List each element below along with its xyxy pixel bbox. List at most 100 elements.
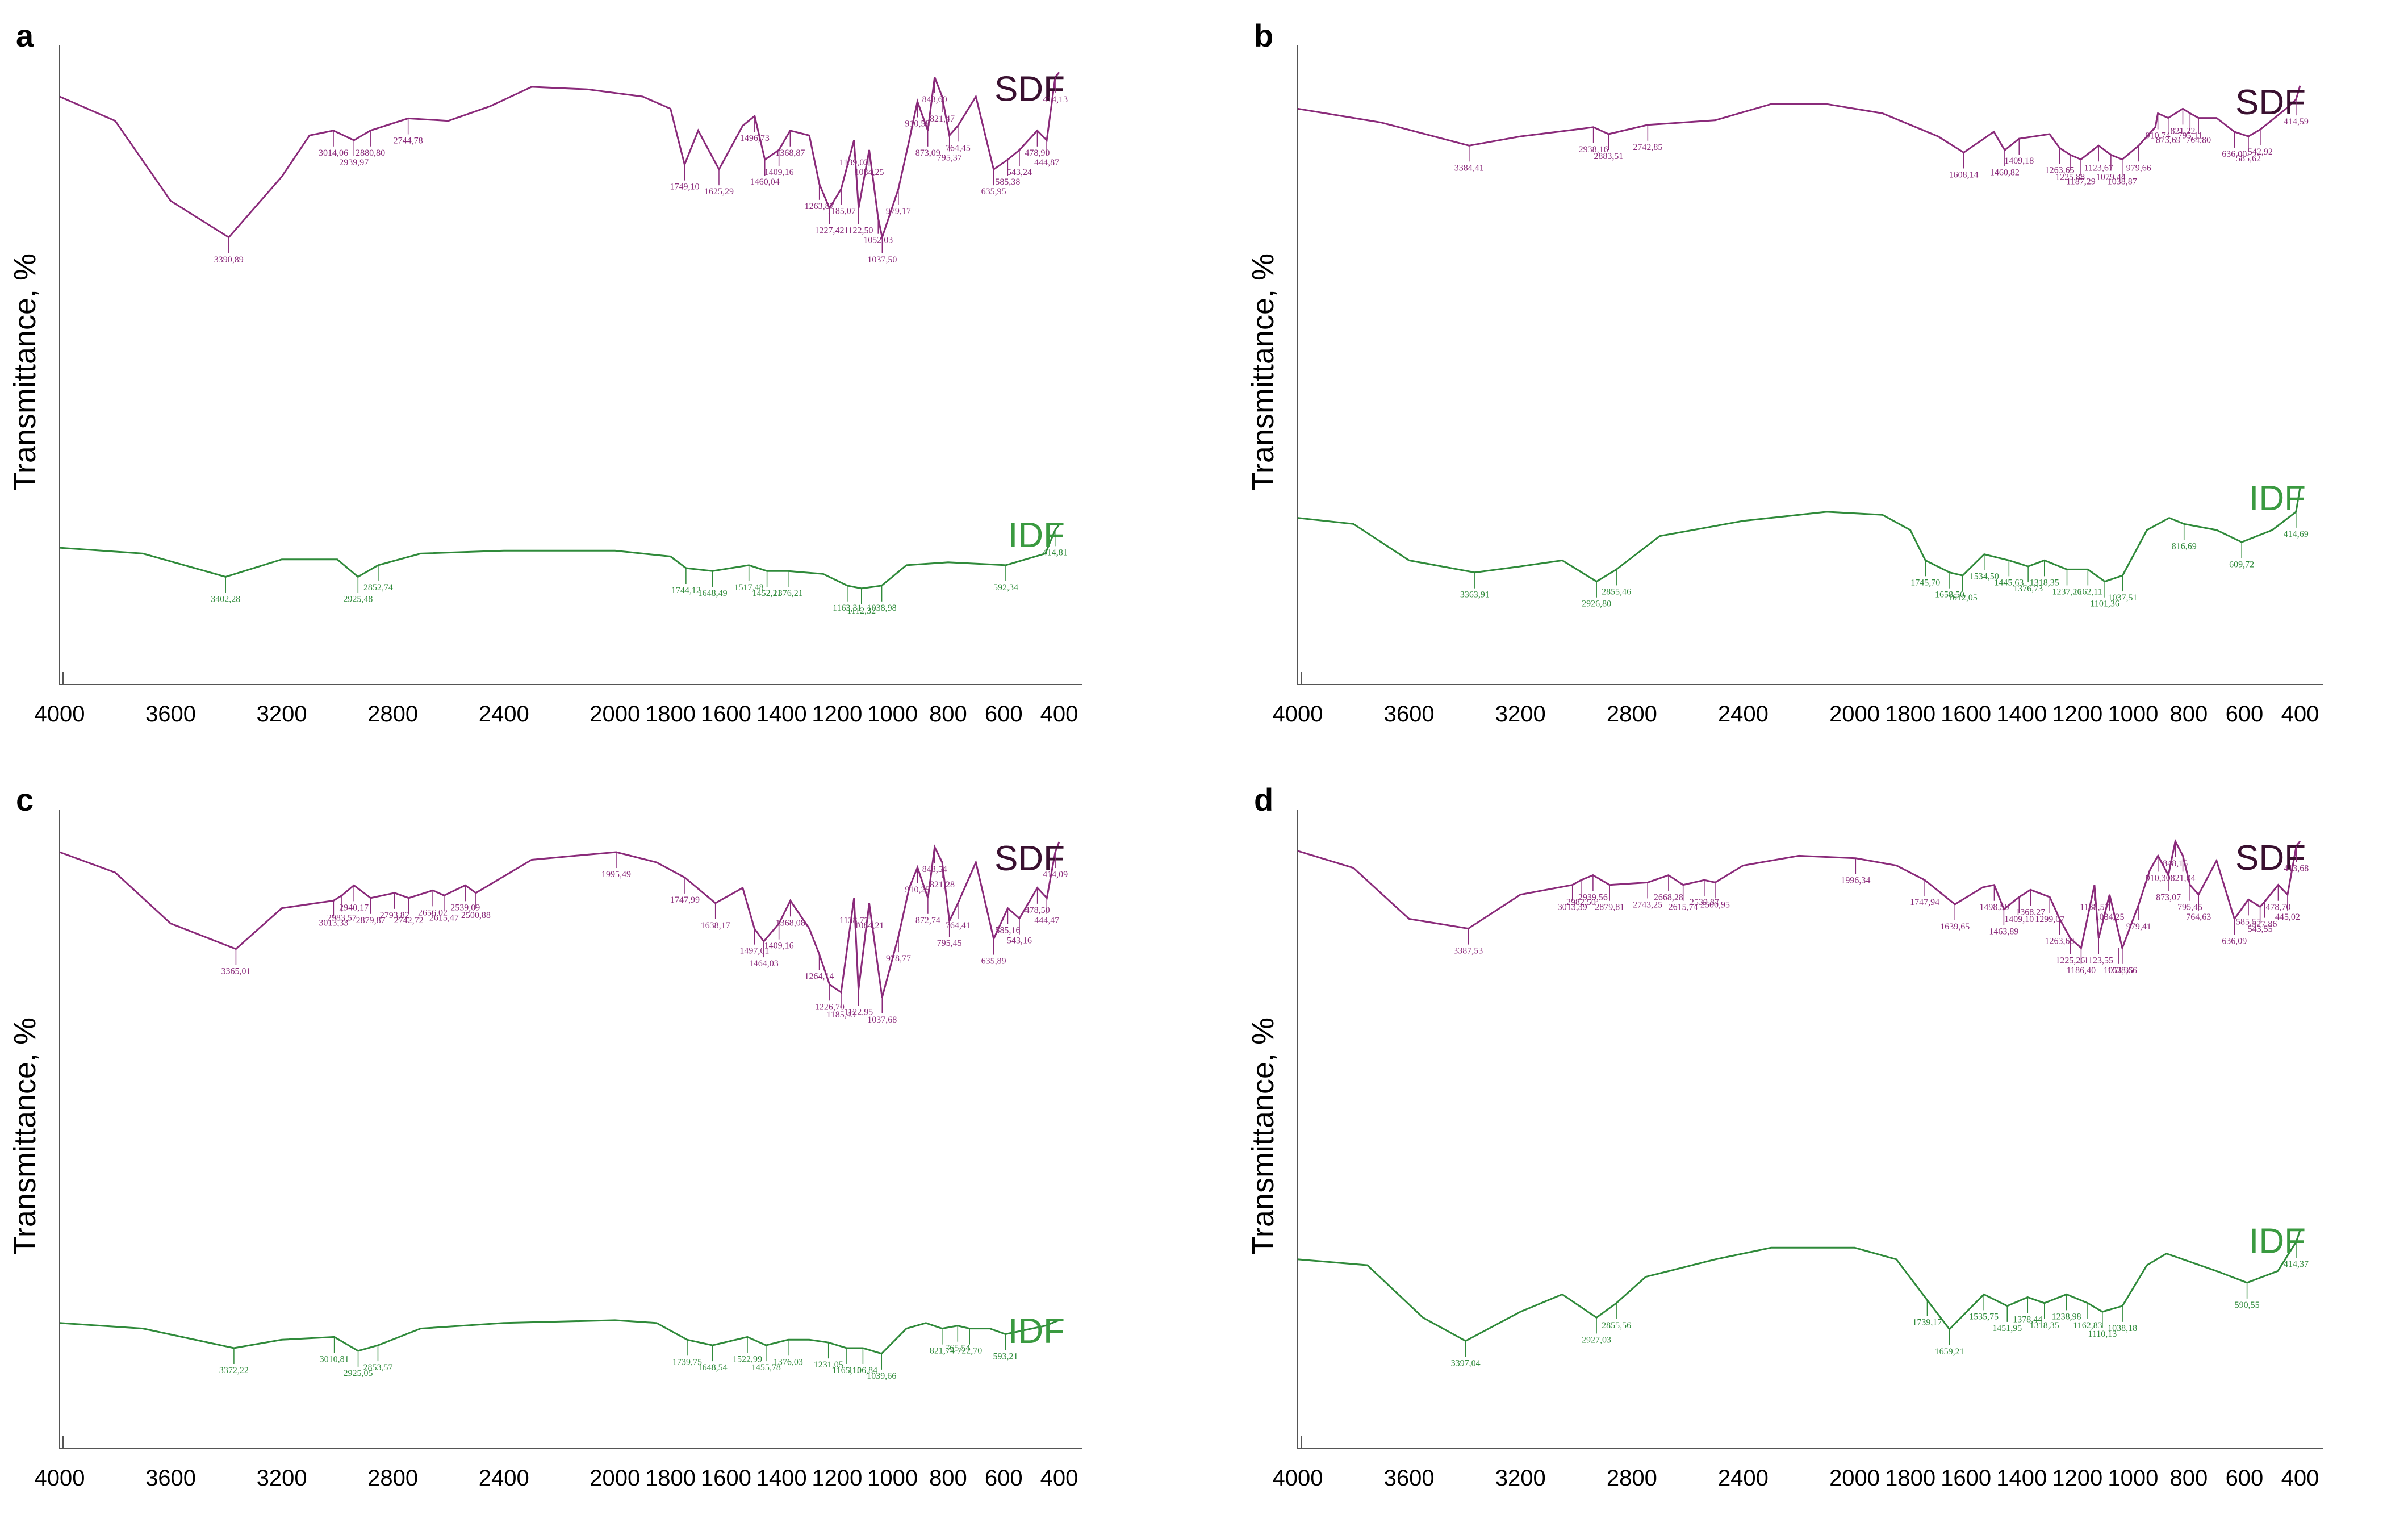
- peak-label: 1263,68: [2045, 937, 2075, 946]
- peak-label: 1378,44: [2013, 1315, 2042, 1325]
- x-tick-label: 1800: [645, 702, 696, 727]
- peak-label: 1534,50: [1970, 572, 1999, 582]
- peak-label: 2926,80: [1582, 599, 1611, 609]
- series-label-idf: IDF: [2249, 1222, 2306, 1261]
- peak-label: 821,47: [930, 114, 955, 124]
- series-line-sdf: [1297, 85, 2301, 161]
- peak-label: 1163,31: [833, 603, 862, 613]
- peak-label: 414,37: [2284, 1259, 2309, 1269]
- x-tick-label: 3600: [145, 1466, 196, 1491]
- peak-label: 636,00: [2222, 149, 2247, 159]
- x-tick-label: 2000: [590, 702, 640, 727]
- series-label-idf: IDF: [2249, 479, 2306, 518]
- peak-label: 1186,40: [2067, 966, 2096, 975]
- x-tick-label: 2800: [367, 1466, 418, 1491]
- peak-label: 2883,51: [1594, 152, 1623, 161]
- peak-label: 2500,95: [1700, 900, 1730, 910]
- peak-label: 1162,11: [2073, 587, 2102, 596]
- peak-label: 1264,14: [805, 972, 834, 982]
- peak-label: 585,62: [2236, 154, 2261, 164]
- x-tick-label: 1800: [645, 1466, 696, 1491]
- x-tick-label: 1800: [1885, 1466, 1935, 1491]
- peak-label: 2880,80: [356, 148, 385, 158]
- peak-label: 1496,73: [740, 134, 770, 143]
- peak-label: 585,38: [995, 177, 1020, 187]
- peak-label: 2743,25: [1633, 900, 1662, 910]
- peak-label: 979,66: [2126, 163, 2151, 173]
- peak-label: 444,87: [1034, 158, 1059, 168]
- peak-label: 1376,73: [2013, 584, 2043, 594]
- peak-label: 1452,21: [752, 589, 782, 598]
- peak-label: 1123,55: [2084, 956, 2113, 966]
- peak-label: 1052,03: [863, 236, 893, 245]
- peak-label: 2742,85: [1633, 143, 1662, 152]
- series-line-idf: [59, 1319, 1060, 1355]
- peak-label: 1225,88: [2055, 173, 2085, 182]
- peak-label: 1038,18: [2108, 1324, 2137, 1333]
- peak-label: 872,74: [915, 916, 940, 925]
- peak-label: 1659,21: [1935, 1347, 1964, 1357]
- peak-label: 1165,15: [832, 1366, 861, 1375]
- x-tick-label: 1000: [867, 1466, 918, 1491]
- peak-label: 910,30: [2146, 873, 2171, 883]
- series-label-idf: IDF: [1008, 1312, 1065, 1351]
- peak-label: 444,47: [1034, 916, 1059, 925]
- x-tick-label: 600: [2226, 1466, 2264, 1491]
- series-line-sdf: [1297, 838, 2301, 951]
- x-tick-label: 1000: [2108, 702, 2158, 727]
- x-tick-label: 2800: [1607, 702, 1657, 727]
- peak-label: 1995,49: [601, 870, 631, 879]
- peak-label: 2939,97: [339, 158, 369, 168]
- peak-label: 1052,35: [2104, 966, 2133, 975]
- peak-label: 795,45: [2177, 903, 2202, 912]
- peak-label: 873,07: [2156, 893, 2181, 903]
- peak-label: 1517,48: [734, 583, 764, 593]
- peak-label: 3014,06: [319, 148, 348, 158]
- panel-c: c Transmittance, % 4000 3600 3200 2800 2400 200…: [8, 782, 1082, 1491]
- series-line-sdf: [59, 841, 1060, 998]
- peak-label: 2855,46: [1602, 587, 1631, 596]
- peak-label: 2940,17: [339, 903, 369, 912]
- x-tick-label: 800: [2170, 702, 2208, 727]
- y-axis-label: Transmittance, %: [1246, 253, 1280, 491]
- x-tick-label: 1400: [1996, 1466, 2047, 1491]
- peak-label: 1409,18: [2004, 156, 2034, 166]
- peak-label: 2982,50: [1566, 898, 1596, 907]
- peak-label: 910,58: [905, 119, 930, 129]
- series-label-sdf: SDF: [2235, 838, 2306, 878]
- peak-label: 848,60: [922, 95, 947, 105]
- peak-label: 2744,78: [394, 136, 423, 145]
- peak-label: 1084,21: [854, 921, 884, 931]
- peak-label: 543,16: [1007, 936, 1032, 946]
- x-tick-label: 3600: [1384, 702, 1435, 727]
- peak-label: 910,25: [905, 885, 930, 895]
- peak-label: 873,09: [915, 148, 940, 158]
- peak-label: 1101,36: [2090, 599, 2119, 609]
- peak-label: 2853,57: [363, 1363, 392, 1373]
- x-tick-label: 400: [1040, 1466, 1078, 1491]
- peak-label: 1625,29: [704, 187, 734, 197]
- x-tick-label: 4000: [35, 702, 85, 727]
- peak-label: 1463,89: [1989, 927, 2018, 936]
- peak-label: 527,86: [2252, 920, 2277, 929]
- peak-label: 848,54: [922, 865, 947, 874]
- peak-label: 1299,07: [2035, 915, 2064, 924]
- x-tick-label: 2400: [1718, 1466, 1769, 1491]
- peak-label: 1138,77: [839, 916, 868, 925]
- series-line-idf: [1297, 1230, 2301, 1342]
- peak-label: 1263,65: [2045, 165, 2075, 175]
- peak-label: 1409,10: [2004, 915, 2034, 924]
- peak-label: 1084,25: [854, 168, 884, 177]
- peak-label: 1648,49: [698, 589, 728, 598]
- y-axis-label: Transmittance, %: [8, 253, 42, 491]
- peak-label: 1039,66: [867, 1371, 896, 1381]
- peak-label: 478,90: [1025, 148, 1050, 158]
- x-tick-label: 3600: [145, 702, 196, 727]
- peak-label: 979,41: [2126, 922, 2151, 932]
- x-tick-label: 800: [929, 702, 967, 727]
- peak-label: 1084,25: [2095, 912, 2125, 922]
- x-tick-label: 400: [2281, 1466, 2319, 1491]
- peak-label: 910,74: [2146, 131, 2171, 140]
- x-tick-label: 2400: [479, 702, 529, 727]
- series-label-sdf: SDF: [994, 69, 1065, 109]
